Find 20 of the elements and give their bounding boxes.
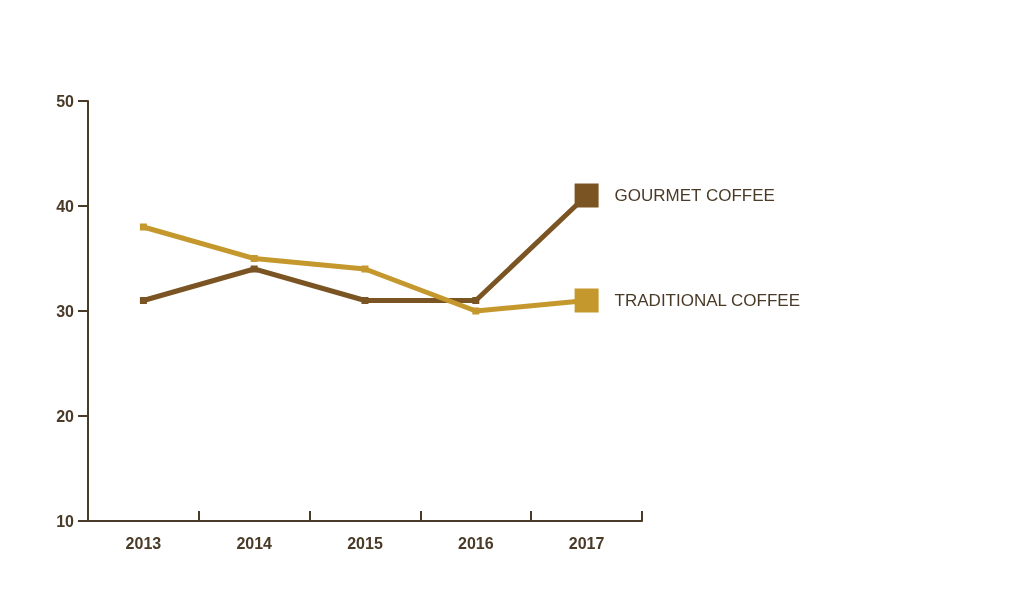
point [250, 265, 258, 273]
y-tick-label: 50 [56, 92, 75, 110]
y-tick-label: 40 [56, 197, 75, 215]
x-tick-label: 2013 [125, 534, 162, 552]
point [472, 297, 480, 304]
y-tick-label: 10 [56, 512, 75, 530]
point [139, 297, 147, 304]
series-label: TRADITIONAL COFFEE [614, 291, 801, 310]
x-tick-label: 2016 [458, 534, 494, 552]
series-label: GOURMET COFFEE [614, 186, 775, 205]
point [361, 265, 369, 273]
x-tick-label: 2014 [236, 534, 273, 552]
x-tick-label: 2017 [568, 534, 605, 552]
point [472, 307, 480, 315]
point [250, 255, 258, 262]
y-tick-label: 20 [56, 407, 75, 425]
x-tick-label: 2015 [347, 534, 383, 552]
y-tick-label: 30 [56, 302, 75, 320]
point [139, 223, 147, 231]
point [361, 297, 369, 304]
